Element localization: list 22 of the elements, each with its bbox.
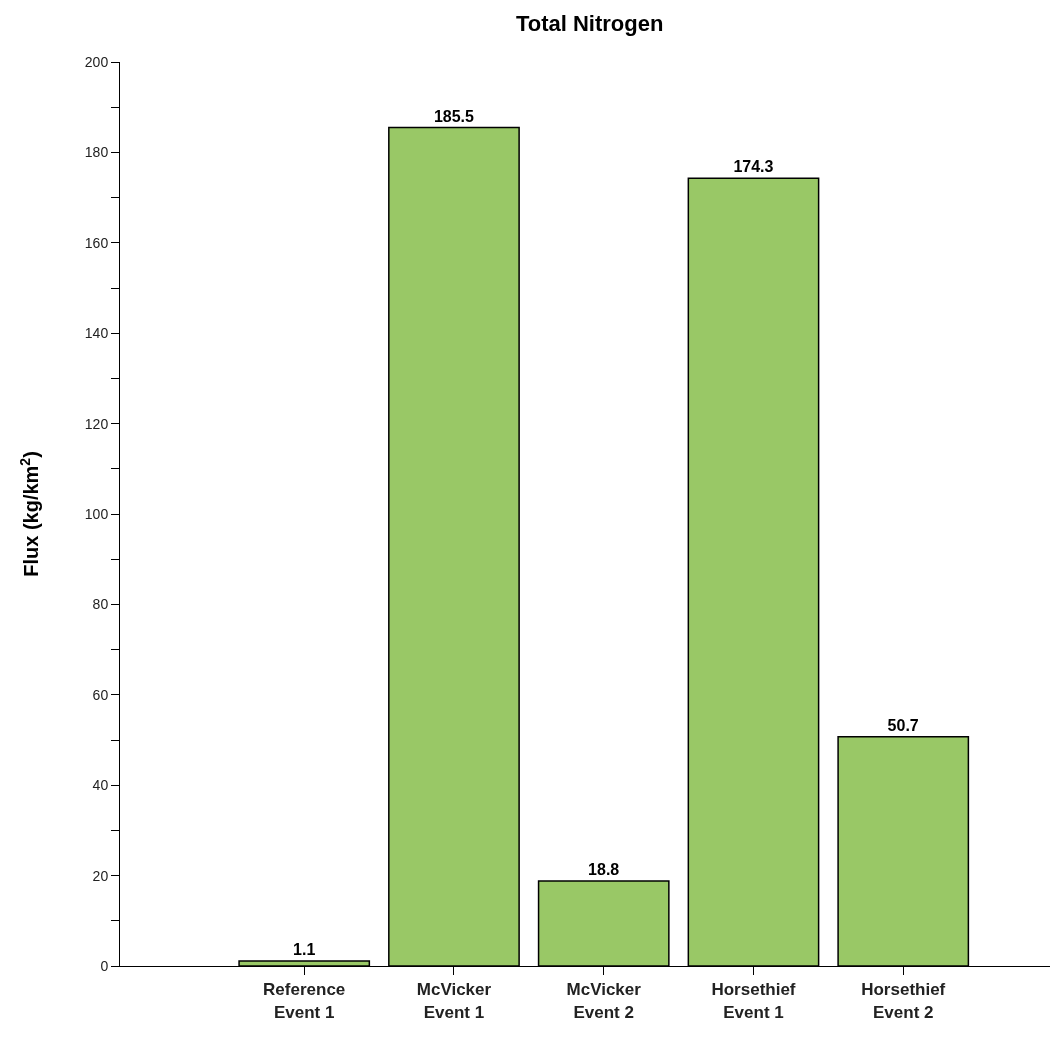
y-tick-label: 0 bbox=[100, 957, 109, 974]
x-tick-label: Horsethief Event 1 bbox=[711, 980, 796, 1022]
y-tick-label: 180 bbox=[84, 144, 109, 161]
x-tick-label: McVicker Event 2 bbox=[566, 980, 642, 1022]
y-tick-label: 200 bbox=[84, 53, 109, 70]
x-tick-label: Horsethief Event 2 bbox=[861, 980, 946, 1022]
y-tick-label: 80 bbox=[92, 596, 109, 613]
data-label: 174.3 bbox=[733, 158, 774, 176]
data-label: 18.8 bbox=[588, 861, 620, 879]
chart-title: Total Nitrogen bbox=[515, 11, 664, 37]
y-tick-label: 100 bbox=[84, 505, 109, 522]
x-tick-label: Reference Event 1 bbox=[263, 980, 346, 1022]
y-tick-label: 160 bbox=[84, 234, 109, 251]
data-label: 50.7 bbox=[887, 716, 919, 734]
y-tick-label: 60 bbox=[92, 686, 109, 703]
y-tick-label: 40 bbox=[92, 777, 109, 794]
y-tick-label: 20 bbox=[92, 867, 109, 884]
data-label: 1.1 bbox=[293, 941, 316, 959]
y-tick-label: 120 bbox=[84, 415, 109, 432]
x-tick-label: McVicker Event 1 bbox=[416, 980, 492, 1022]
data-label: 185.5 bbox=[433, 107, 475, 125]
y-tick-label: 140 bbox=[84, 325, 109, 342]
